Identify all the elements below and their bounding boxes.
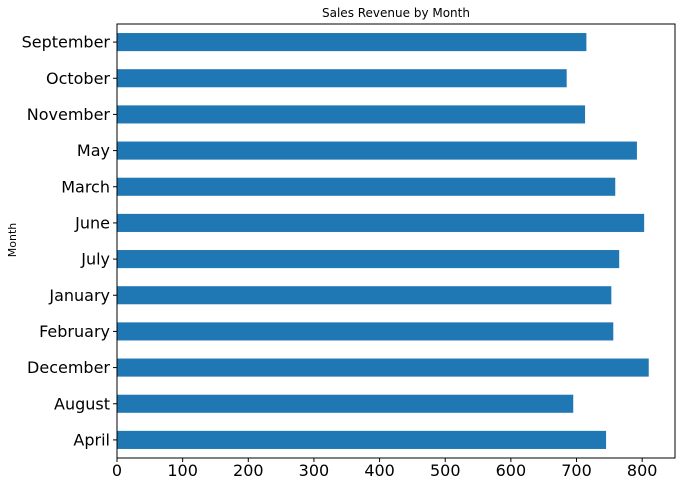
category-label-november: November [27, 105, 111, 124]
bar-august [117, 394, 574, 413]
chart-title: Sales Revenue by Month [322, 6, 470, 20]
x-tick-label: 700 [561, 461, 592, 480]
bar-march [117, 177, 616, 196]
bar-october [117, 69, 567, 88]
x-tick-label: 800 [627, 461, 658, 480]
category-label-april: April [73, 430, 110, 449]
x-axis-ticks: 0 100 200 300 400 500 600 700 800 [112, 458, 658, 480]
x-tick-label: 0 [112, 461, 122, 480]
category-label-march: March [61, 177, 110, 196]
bar-december [117, 358, 649, 377]
bars [117, 33, 649, 449]
y-axis-label: Month [6, 223, 19, 258]
plot-frame [116, 23, 676, 459]
category-label-july: July [80, 250, 110, 269]
category-label-may: May [77, 141, 110, 160]
category-label-june: June [74, 213, 110, 232]
x-tick-label: 300 [299, 461, 330, 480]
category-labels: April August December February January July Ju… [22, 33, 117, 449]
x-tick-label: 200 [233, 461, 264, 480]
x-tick-label: 600 [496, 461, 527, 480]
bar-april [117, 430, 607, 449]
bar-november [117, 105, 586, 124]
x-tick-label: 400 [364, 461, 395, 480]
category-label-october: October [46, 69, 110, 88]
bar-july [117, 250, 620, 269]
bar-january [117, 286, 612, 305]
category-label-december: December [27, 358, 110, 377]
bar-may [117, 141, 637, 160]
category-label-august: August [54, 394, 110, 413]
x-tick-label: 100 [167, 461, 198, 480]
category-label-february: February [39, 322, 110, 341]
bar-september [117, 33, 587, 52]
category-label-january: January [48, 286, 110, 305]
x-tick-label: 500 [430, 461, 461, 480]
bar-june [117, 213, 645, 232]
bar-february [117, 322, 614, 341]
category-label-september: September [22, 33, 111, 52]
